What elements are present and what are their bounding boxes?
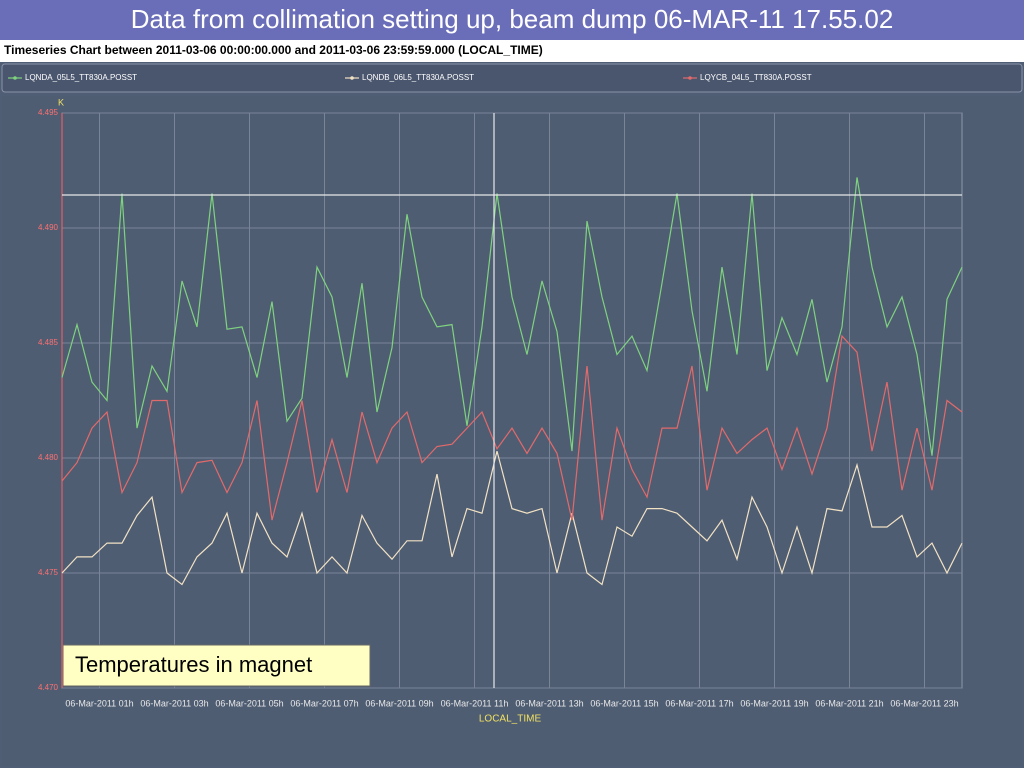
- legend-label: LQNDB_06L5_TT830A.POSST: [362, 73, 474, 82]
- plot: 4.470 4.475 4.480 4.485 4.490 4.495 06-Mar-201…: [38, 108, 963, 708]
- x-tick-label: 06-Mar-2011 19h: [740, 698, 808, 708]
- annotation: Temperatures in magnet: [75, 652, 312, 677]
- y-tick-label: 4.485: [38, 338, 59, 347]
- series-line: [61, 334, 963, 521]
- x-tick-label: 06-Mar-2011 09h: [365, 698, 433, 708]
- series-line: [61, 177, 963, 456]
- x-tick-label: 06-Mar-2011 21h: [815, 698, 883, 708]
- y-tick-label: 4.495: [38, 108, 59, 117]
- legend-marker: [688, 76, 692, 80]
- x-tick-label: 06-Mar-2011 17h: [665, 698, 733, 708]
- chart-header: [0, 40, 1024, 62]
- series-line: [61, 450, 963, 586]
- y-tick-label: 4.475: [38, 568, 59, 577]
- x-tick-label: 06-Mar-2011 15h: [590, 698, 658, 708]
- x-tick-label: 06-Mar-2011 01h: [65, 698, 133, 708]
- legend-label: LQYCB_04L5_TT830A.POSST: [700, 73, 812, 82]
- x-tick-label: 06-Mar-2011 05h: [215, 698, 283, 708]
- legend-marker: [350, 76, 354, 80]
- slide-title: Data from collimation setting up, beam d…: [131, 4, 894, 34]
- y-axis-label: K: [58, 97, 64, 107]
- y-tick-label: 4.470: [38, 683, 59, 692]
- legend-marker: [13, 76, 17, 80]
- x-axis-label: LOCAL_TIME: [479, 714, 542, 725]
- x-tick-label: 06-Mar-2011 13h: [515, 698, 583, 708]
- x-tick-label: 06-Mar-2011 11h: [441, 698, 509, 708]
- title-bar: [0, 0, 1024, 40]
- x-tick-label: 06-Mar-2011 23h: [890, 698, 958, 708]
- x-tick-label: 06-Mar-2011 03h: [140, 698, 208, 708]
- legend: [1, 63, 1023, 93]
- annotation-box: [62, 644, 371, 687]
- y-tick-label: 4.490: [38, 223, 59, 232]
- legend-label: LQNDA_05L5_TT830A.POSST: [25, 73, 137, 82]
- x-tick-label: 06-Mar-2011 07h: [290, 698, 358, 708]
- y-tick-label: 4.480: [38, 453, 59, 462]
- chart-title: Timeseries Chart between 2011-03-06 00:0…: [4, 43, 543, 57]
